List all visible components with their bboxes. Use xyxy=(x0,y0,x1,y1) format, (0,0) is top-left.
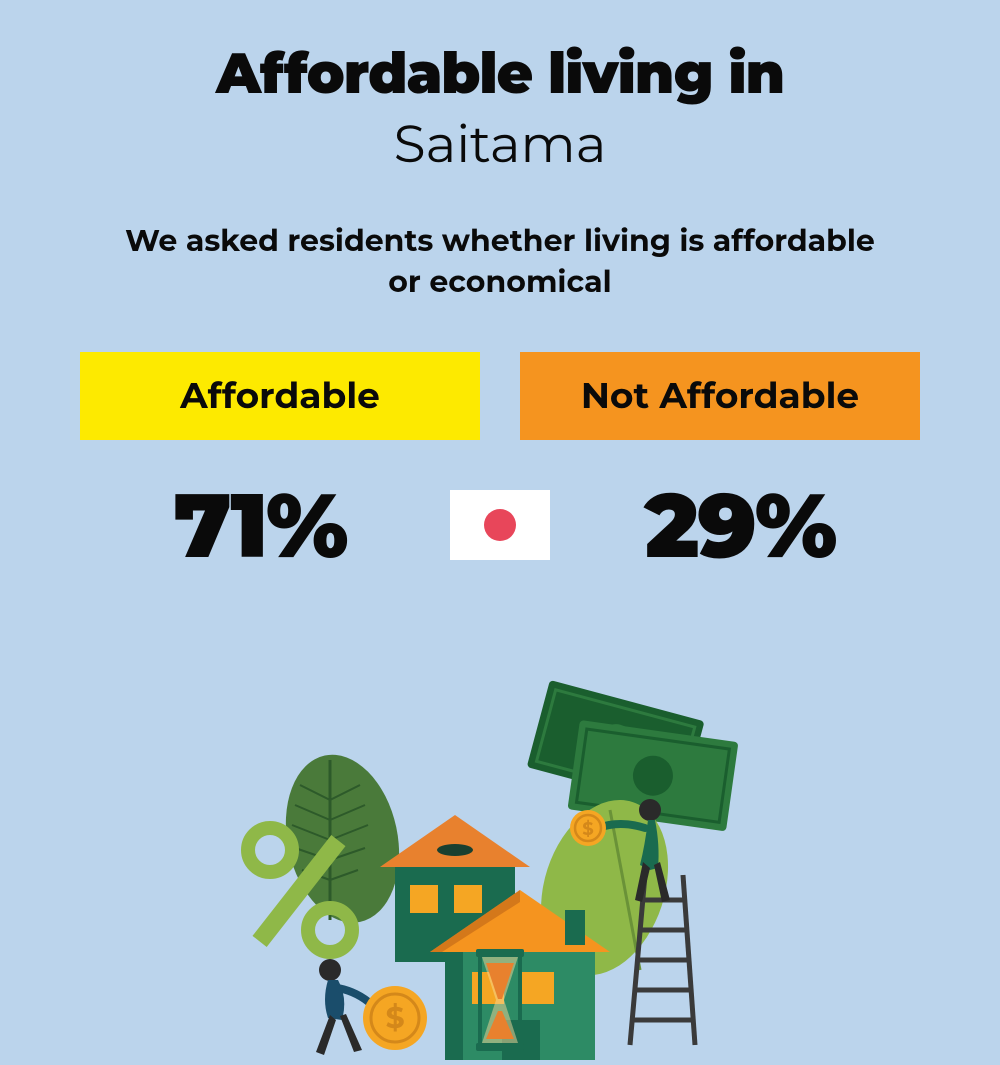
title-line2: Saitama xyxy=(60,113,940,176)
percentage-affordable: 71% xyxy=(80,470,440,580)
subtitle-text: We asked residents whether living is aff… xyxy=(60,221,940,302)
svg-text:$: $ xyxy=(385,999,404,1036)
japan-flag-icon xyxy=(450,490,550,560)
percentages-row: 71% 29% xyxy=(60,470,940,580)
svg-text:$: $ xyxy=(582,818,593,840)
percentage-not-affordable: 29% xyxy=(560,470,920,580)
savings-illustration: $ $ xyxy=(200,660,800,1060)
flag-circle xyxy=(484,509,516,541)
title-line1: Affordable living in xyxy=(60,40,940,108)
options-row: Affordable Not Affordable xyxy=(60,352,940,440)
option-not-affordable: Not Affordable xyxy=(520,352,920,440)
option-affordable: Affordable xyxy=(80,352,480,440)
